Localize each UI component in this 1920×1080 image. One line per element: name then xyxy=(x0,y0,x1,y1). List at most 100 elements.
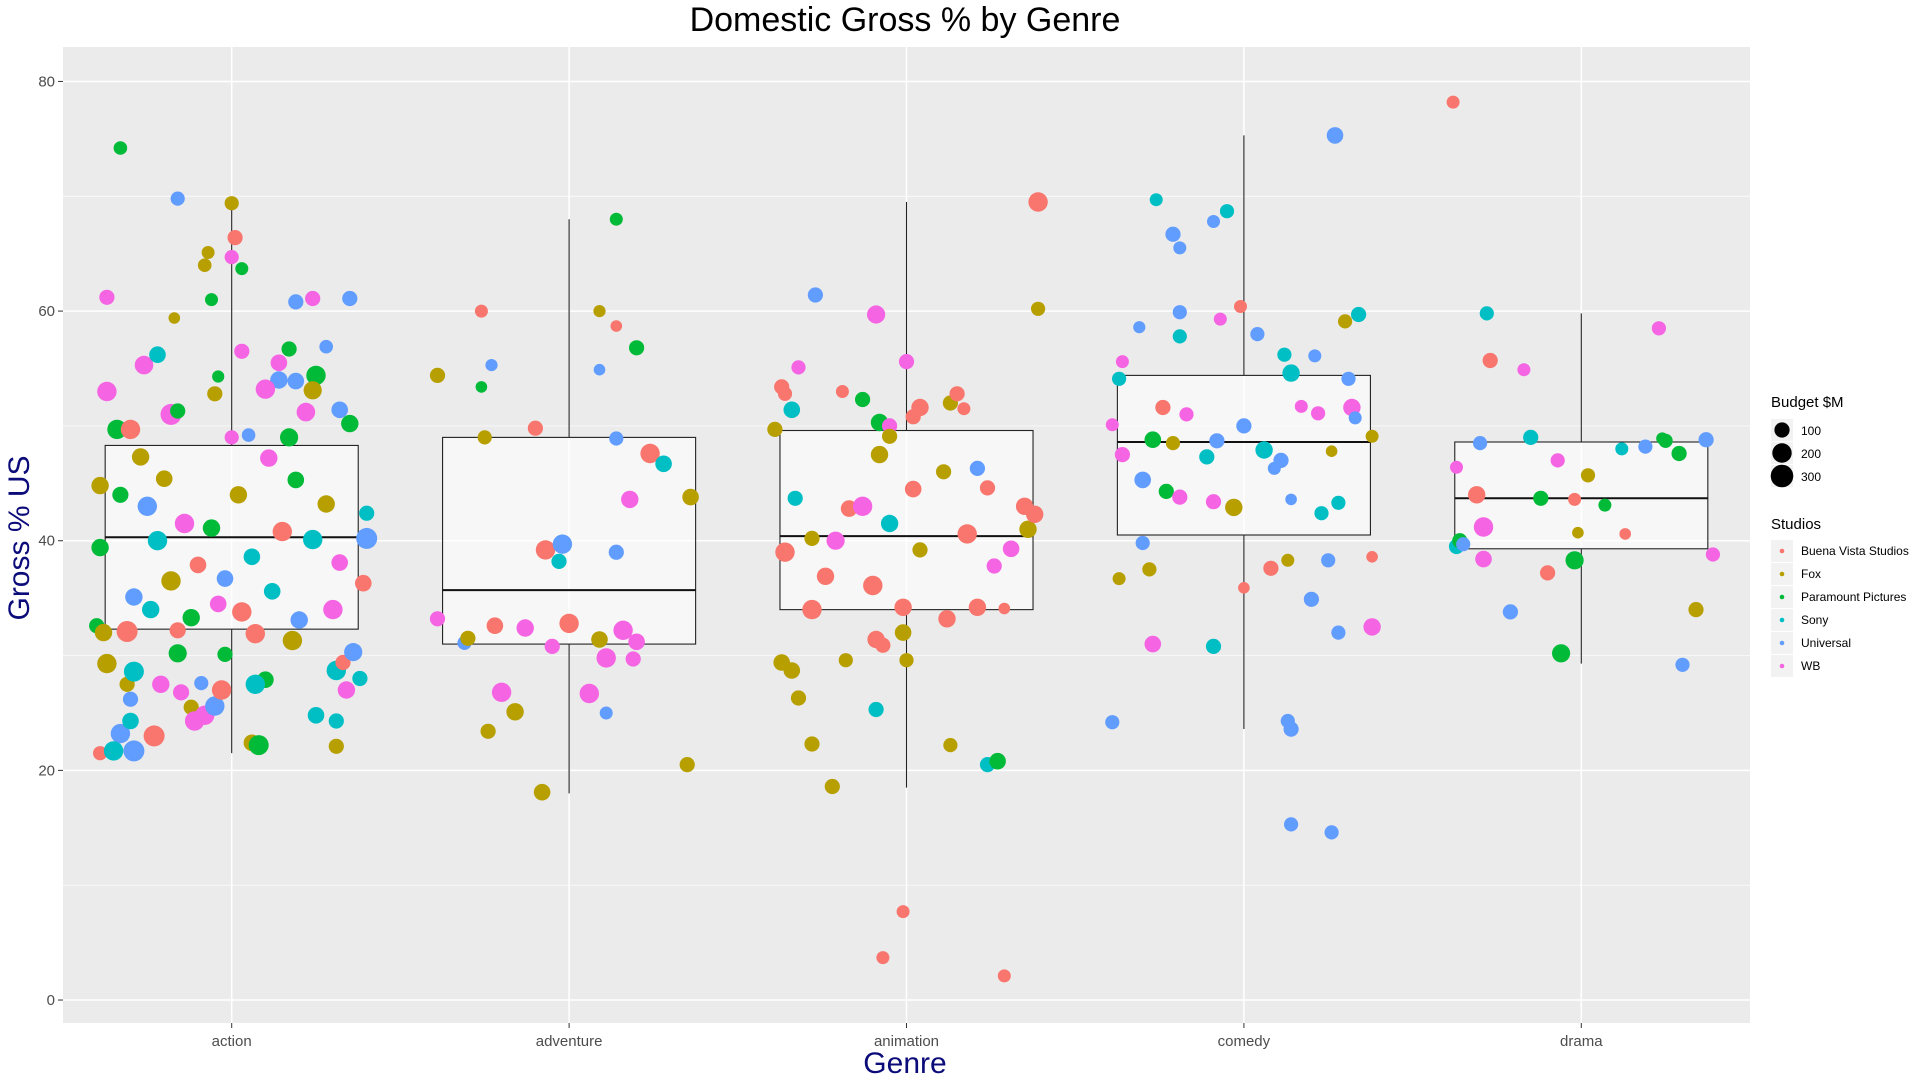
data-point xyxy=(94,623,113,642)
data-point xyxy=(775,542,795,562)
data-point xyxy=(170,191,185,206)
data-point xyxy=(212,370,225,383)
data-point xyxy=(1479,306,1494,321)
data-point xyxy=(182,609,200,627)
data-point xyxy=(234,343,250,359)
data-point xyxy=(1619,528,1631,540)
color-legend-label-wb: WB xyxy=(1801,659,1820,673)
data-point xyxy=(342,290,358,307)
data-point xyxy=(260,449,278,467)
data-point xyxy=(1207,215,1220,228)
data-point xyxy=(783,401,801,419)
data-point xyxy=(516,619,534,637)
data-point xyxy=(224,430,239,445)
data-point xyxy=(103,741,124,761)
data-point xyxy=(355,574,372,592)
data-point xyxy=(143,725,165,747)
data-point xyxy=(303,529,323,550)
data-point xyxy=(804,530,820,547)
data-point xyxy=(596,648,616,668)
data-point xyxy=(1179,407,1194,422)
data-point xyxy=(609,212,623,226)
data-point xyxy=(337,681,356,699)
data-point xyxy=(989,752,1006,770)
data-point xyxy=(1142,562,1157,577)
x-tick-label-comedy: comedy xyxy=(1218,1033,1271,1050)
data-point xyxy=(1517,363,1531,377)
data-point xyxy=(1331,495,1346,510)
data-point xyxy=(1321,553,1336,568)
data-point xyxy=(113,141,128,155)
data-point xyxy=(1450,460,1463,474)
data-point xyxy=(1552,644,1571,663)
data-point xyxy=(1255,441,1273,459)
color-legend: Buena Vista Studios Fox Paramount Pictures… xyxy=(1771,540,1909,677)
data-point xyxy=(1112,572,1126,586)
data-point xyxy=(1348,411,1362,425)
data-point xyxy=(202,519,221,537)
data-point xyxy=(882,418,898,434)
data-point xyxy=(867,305,886,324)
data-point xyxy=(791,360,806,375)
data-point xyxy=(997,969,1011,983)
data-point xyxy=(161,571,181,591)
size-legend: 100 200 300 xyxy=(1770,419,1821,488)
size-legend-key-200 xyxy=(1772,443,1792,463)
data-point xyxy=(122,712,139,730)
data-point xyxy=(1533,490,1549,506)
data-point xyxy=(826,531,845,550)
data-point xyxy=(911,398,929,417)
data-point xyxy=(152,675,170,693)
color-legend-key-fox xyxy=(1779,571,1785,577)
data-point xyxy=(1502,604,1518,620)
data-point xyxy=(270,371,288,389)
data-point xyxy=(1303,591,1319,607)
data-point xyxy=(356,527,378,549)
data-point xyxy=(1705,547,1720,562)
data-point xyxy=(323,599,343,620)
data-point xyxy=(1219,204,1235,219)
data-point xyxy=(122,691,139,707)
data-point xyxy=(123,740,145,762)
data-point xyxy=(1105,418,1119,432)
data-point xyxy=(1366,551,1378,563)
data-point xyxy=(99,289,115,305)
data-point xyxy=(949,386,965,402)
size-legend-key-300 xyxy=(1770,464,1794,488)
y-tick-label: 0 xyxy=(47,992,55,1009)
data-point xyxy=(1331,625,1346,640)
size-legend-title: Budget $M xyxy=(1771,394,1844,411)
data-point xyxy=(629,340,645,356)
data-point xyxy=(480,723,496,739)
data-point xyxy=(317,495,335,513)
data-point xyxy=(227,230,243,246)
data-point xyxy=(217,646,233,663)
data-point xyxy=(120,419,141,440)
data-point xyxy=(224,196,239,211)
data-point xyxy=(527,420,544,436)
data-point xyxy=(816,567,835,585)
data-point xyxy=(1112,371,1127,386)
data-point xyxy=(123,661,144,682)
data-point xyxy=(807,287,824,303)
data-point xyxy=(1675,657,1690,672)
data-point xyxy=(1281,553,1295,567)
data-point xyxy=(682,488,699,506)
color-legend-key-paramount-pictures xyxy=(1779,594,1785,600)
data-point xyxy=(112,486,129,503)
data-point xyxy=(1165,226,1181,242)
y-axis-ticks: 0 20 40 60 80 xyxy=(38,73,63,1009)
data-point xyxy=(855,391,871,408)
data-point xyxy=(491,682,512,702)
data-point xyxy=(1540,565,1556,581)
data-point xyxy=(767,421,783,437)
data-point xyxy=(147,531,168,551)
data-point xyxy=(1172,489,1188,505)
y-tick-label: 40 xyxy=(38,533,55,550)
data-point xyxy=(248,735,269,756)
data-point xyxy=(998,602,1011,615)
data-point xyxy=(1580,468,1596,483)
data-point xyxy=(1199,449,1215,465)
data-point xyxy=(1172,329,1187,344)
data-point xyxy=(245,624,265,644)
